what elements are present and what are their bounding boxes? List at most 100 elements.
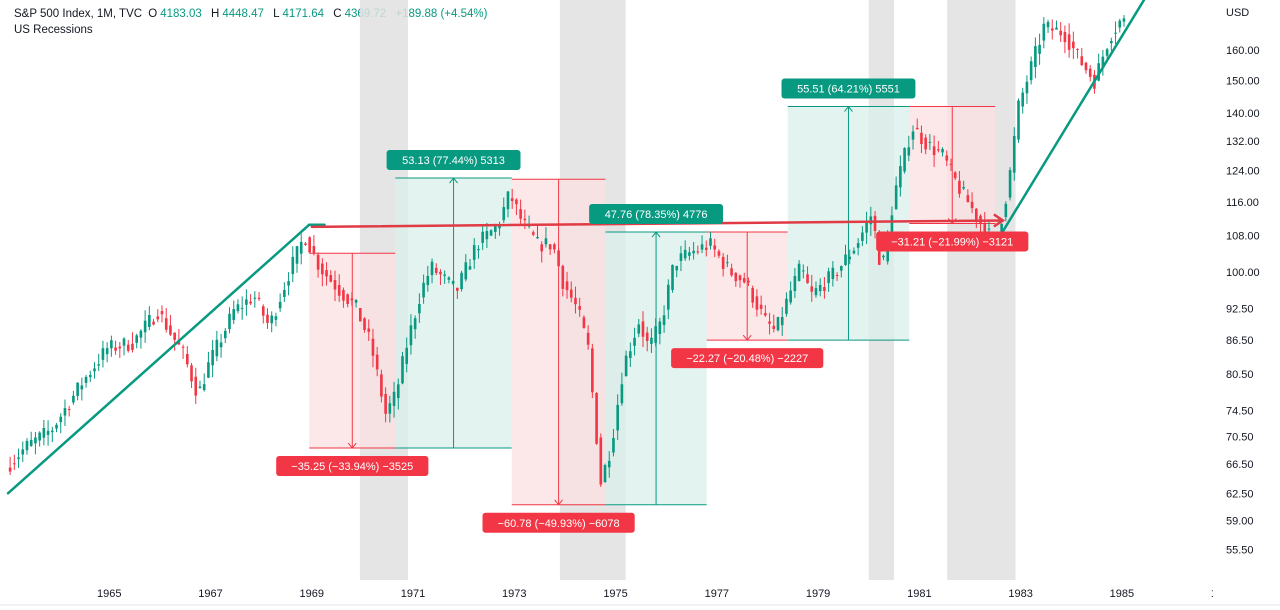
candle-body [633,337,636,346]
candle-body [426,276,430,286]
candle-body [802,270,805,272]
candle-body [1076,48,1079,50]
candle-body [274,316,278,320]
candle-body [869,216,873,225]
candle-body [152,321,155,325]
candle-body [772,325,776,329]
candle-body [726,262,729,264]
x-tick-label: 1979 [806,588,830,600]
y-tick-label: 150.00 [1226,76,1260,88]
candle-body [211,349,214,366]
candle-body [1029,61,1033,81]
candle-body [1072,41,1075,49]
measurement-label: 47.76 (78.35%) 4776 [605,209,708,221]
recession-band [947,0,1016,580]
candle-body [409,325,413,346]
x-tick-label: 1981 [907,588,931,600]
candle-body [679,253,683,261]
measurement-label-bg [589,204,724,225]
candle-body [958,180,961,194]
candle-body [557,250,560,267]
candle-body [126,344,130,351]
candle-body [764,313,767,316]
candle-body [481,231,484,243]
candle-body [232,309,236,321]
candle-body [63,408,67,416]
candle-body [650,337,653,344]
measurement-label: 53.13 (77.44%) 5313 [402,155,505,167]
candle-body [578,306,582,310]
candle-body [734,272,738,282]
x-tick-label: 1973 [502,588,526,600]
candle-body [662,315,666,326]
candle-body [50,430,54,433]
measurement-label-bg [671,348,824,369]
candle-body [38,432,41,441]
x-tick-label: 1969 [300,588,324,600]
candle-body [67,409,71,411]
indicator-line[interactable]: US Recessions [14,22,490,38]
candle-body [295,246,299,264]
x-tick-label: 1977 [705,588,729,600]
symbol-title: S&P 500 Index, 1M, TVC [14,8,143,20]
candle-body [861,232,864,241]
candle-body [612,437,615,453]
time-axis: 1965 1967 1969 1971 1973 1975 1977 1979 1981 1983… [0,580,1280,610]
measurement-label: 55.51 (64.21%) 5551 [797,84,900,96]
zone-arrow-head [651,231,661,238]
candle-body [645,332,649,341]
candle-body [683,249,687,259]
y-tick-label: 55.50 [1226,544,1254,556]
candle-body [181,346,185,348]
candle-body [949,163,953,165]
candle-body [983,222,987,238]
candle-body [131,343,134,350]
measurement-label-bg [876,231,1029,252]
indicator-name[interactable]: US Recessions [14,24,93,36]
candle-body [405,347,409,364]
y-tick-label: 62.50 [1226,488,1254,500]
y-tick-label: 116.00 [1226,197,1259,209]
candle-body [780,316,784,326]
candle-body [823,287,826,292]
candle-body [384,394,387,414]
candle-body [494,226,497,232]
candle-body [215,339,219,357]
candle-body [654,326,657,343]
candle-body [375,354,379,370]
candle-body [616,404,619,431]
candle-body [591,348,594,393]
candle-body [692,250,695,254]
candle-body [941,149,944,153]
candle-body [1105,49,1109,56]
candle-body [97,364,101,366]
candle-body [88,374,92,378]
measurement-label: −31.21 (−21.99%) −3121 [891,236,1013,248]
y-tick-label: 124.00 [1226,165,1260,177]
candle-body [443,274,446,276]
candle-body [253,297,257,299]
candle-body [620,384,624,404]
candle-body [371,338,375,356]
candle-body [899,166,902,188]
candle-body [561,265,565,289]
candle-body [354,299,358,303]
candle-body [468,266,472,270]
candle-body [595,392,598,444]
candle-body [190,365,193,382]
candle-body [236,304,240,312]
candle-body [337,285,341,296]
candle-body [333,280,337,290]
candle-body [358,308,362,322]
candle-body [882,255,885,258]
chart-legend: S&P 500 Index, 1M, TVC O 4183.03 H 4448.47… [14,6,490,38]
candle-body [818,284,822,292]
candle-body [873,215,877,231]
resistance-arrow-head [993,213,1006,228]
candle-body [506,191,510,210]
x-tick-label: 1983 [1008,588,1032,600]
candle-body [139,330,143,338]
candle-body [401,356,404,384]
candle-body [755,296,759,310]
